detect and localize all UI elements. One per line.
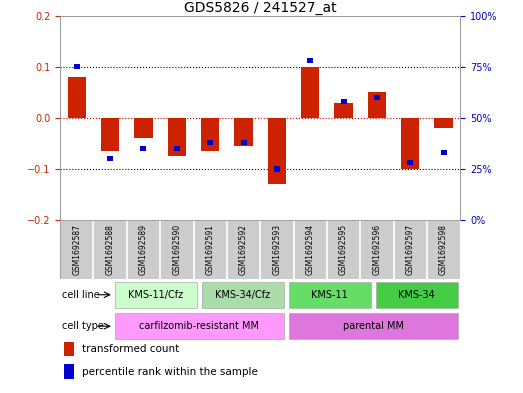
Bar <box>174 146 180 151</box>
Text: carfilzomib-resistant MM: carfilzomib-resistant MM <box>139 321 259 331</box>
Text: transformed count: transformed count <box>82 344 179 354</box>
Bar <box>67 77 86 118</box>
Bar <box>274 167 280 171</box>
Bar <box>440 150 447 155</box>
Text: GSM1692598: GSM1692598 <box>439 224 448 275</box>
Text: cell type: cell type <box>62 321 104 331</box>
Text: GSM1692590: GSM1692590 <box>173 224 181 275</box>
Bar <box>107 156 113 162</box>
Bar <box>340 99 347 104</box>
FancyBboxPatch shape <box>289 281 371 308</box>
Text: KMS-34/Cfz: KMS-34/Cfz <box>215 290 270 300</box>
Bar <box>334 103 353 118</box>
Bar <box>64 342 74 356</box>
Text: GSM1692588: GSM1692588 <box>106 224 115 275</box>
Text: GSM1692597: GSM1692597 <box>406 224 415 275</box>
Bar <box>435 118 453 128</box>
Bar <box>401 118 419 169</box>
Bar <box>307 58 313 63</box>
FancyBboxPatch shape <box>376 281 458 308</box>
Text: parental MM: parental MM <box>343 321 404 331</box>
Bar <box>207 140 213 145</box>
Text: percentile rank within the sample: percentile rank within the sample <box>82 367 258 376</box>
Title: GDS5826 / 241527_at: GDS5826 / 241527_at <box>184 1 336 15</box>
Text: GSM1692596: GSM1692596 <box>372 224 381 275</box>
FancyBboxPatch shape <box>115 281 197 308</box>
Text: GSM1692594: GSM1692594 <box>306 224 315 275</box>
Bar <box>168 118 186 156</box>
Bar <box>74 64 80 69</box>
Bar <box>241 140 246 145</box>
Bar <box>268 118 286 184</box>
Bar <box>368 92 386 118</box>
Text: KMS-34: KMS-34 <box>399 290 435 300</box>
Text: GSM1692593: GSM1692593 <box>272 224 281 275</box>
Text: GSM1692587: GSM1692587 <box>72 224 81 275</box>
Text: GSM1692592: GSM1692592 <box>239 224 248 275</box>
Bar <box>134 118 153 138</box>
Bar <box>64 364 74 379</box>
Text: KMS-11/Cfz: KMS-11/Cfz <box>128 290 184 300</box>
Bar <box>201 118 219 151</box>
FancyBboxPatch shape <box>115 313 284 340</box>
Text: GSM1692589: GSM1692589 <box>139 224 148 275</box>
Bar <box>234 118 253 146</box>
Bar <box>374 95 380 100</box>
Text: GSM1692591: GSM1692591 <box>206 224 214 275</box>
Text: GSM1692595: GSM1692595 <box>339 224 348 275</box>
Text: KMS-11: KMS-11 <box>311 290 348 300</box>
Text: cell line: cell line <box>62 290 99 300</box>
Bar <box>141 146 146 151</box>
FancyBboxPatch shape <box>289 313 458 340</box>
Bar <box>407 160 413 165</box>
Bar <box>101 118 119 151</box>
Bar <box>301 67 320 118</box>
FancyBboxPatch shape <box>202 281 284 308</box>
